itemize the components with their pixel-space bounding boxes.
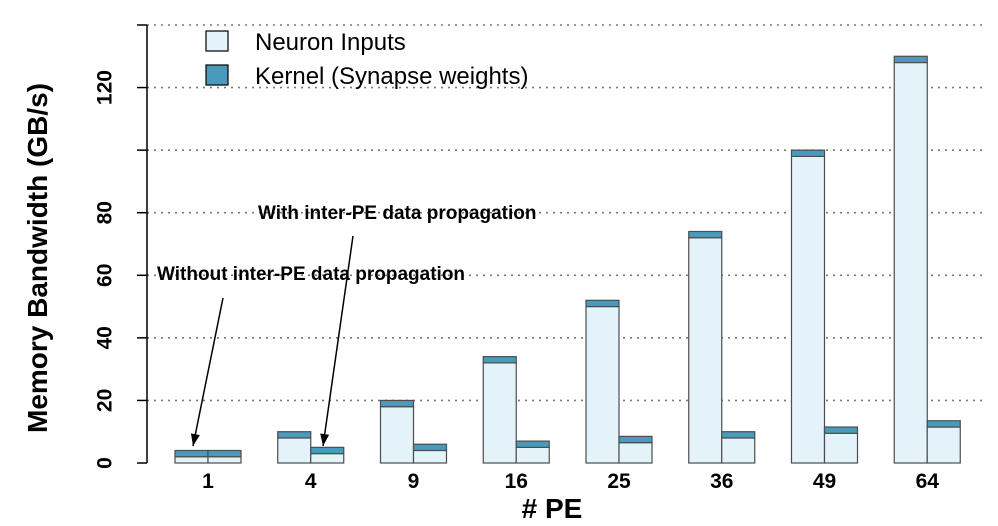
annotation-arrowhead (190, 433, 200, 446)
y-tick-label: 20 (94, 389, 117, 412)
bar-kernel (721, 431, 756, 439)
annotation-with-propagation: With inter-PE data propagation (258, 203, 537, 224)
bar-kernel (412, 443, 448, 452)
bars (174, 55, 961, 464)
bar-kernel (790, 149, 826, 157)
bar-kernel (515, 440, 550, 448)
bar-neuron-inputs (412, 449, 448, 464)
y-tick-label: 40 (94, 326, 117, 349)
bar-kernel (310, 446, 345, 455)
bar-neuron-inputs (790, 155, 826, 464)
x-tick-label: 4 (305, 470, 317, 493)
y-tick-label: 60 (94, 264, 117, 287)
x-tick-label: 49 (813, 470, 836, 493)
bar-neuron-inputs (379, 406, 415, 464)
bar-neuron-inputs (310, 453, 345, 464)
bar-neuron-inputs (893, 61, 928, 464)
legend-swatch-kernel (205, 64, 229, 86)
y-tick-label: 0 (94, 457, 117, 469)
bar-kernel (482, 356, 517, 364)
x-tick-label: 16 (505, 470, 528, 493)
bar-kernel (823, 426, 859, 434)
bar-kernel (174, 449, 209, 458)
bar-neuron-inputs (174, 456, 209, 464)
annotation-arrowhead (320, 433, 330, 446)
bar-neuron-inputs (926, 426, 961, 464)
x-tick-label: 1 (202, 470, 214, 493)
annotation-arrows (190, 235, 354, 447)
legend-swatch-neuron-inputs (205, 30, 229, 52)
bar-kernel (379, 399, 415, 408)
bar-neuron-inputs (688, 237, 723, 464)
bar-neuron-inputs (482, 362, 517, 464)
y-axis-title: Memory Bandwidth (GB/s) (22, 83, 53, 433)
bar-neuron-inputs (721, 437, 756, 464)
y-tick-label: 120 (94, 70, 117, 105)
bar-kernel (585, 299, 620, 308)
bar-neuron-inputs (515, 446, 550, 464)
bar-kernel (207, 449, 242, 458)
bar-kernel (893, 55, 928, 64)
bar-neuron-inputs (277, 437, 312, 464)
bar-kernel (277, 431, 312, 439)
x-tick-label: 25 (607, 470, 631, 493)
legend-label-kernel: Kernel (Synapse weights) (255, 63, 528, 90)
bar-neuron-inputs (823, 432, 859, 464)
bar-neuron-inputs (585, 305, 620, 464)
x-tick-label: 36 (710, 470, 733, 493)
x-axis-title: # PE (522, 493, 583, 524)
bar-kernel (618, 435, 653, 444)
y-tick-label: 80 (94, 201, 117, 224)
annotations: Without inter-PE data propagation With i… (157, 203, 537, 447)
x-tick-label: 64 (916, 470, 940, 493)
bar-neuron-inputs (207, 456, 242, 464)
bar-kernel (926, 420, 961, 428)
bar-kernel (688, 230, 723, 239)
bar-neuron-inputs (618, 442, 653, 464)
annotation-arrow-line (322, 235, 354, 447)
x-tick-label: 9 (408, 470, 420, 493)
annotation-without-propagation: Without inter-PE data propagation (157, 264, 465, 285)
legend-label-neuron-inputs: Neuron Inputs (255, 29, 406, 56)
annotation-arrow-line (192, 297, 224, 447)
legend: Neuron Inputs Kernel (Synapse weights) (205, 29, 528, 90)
